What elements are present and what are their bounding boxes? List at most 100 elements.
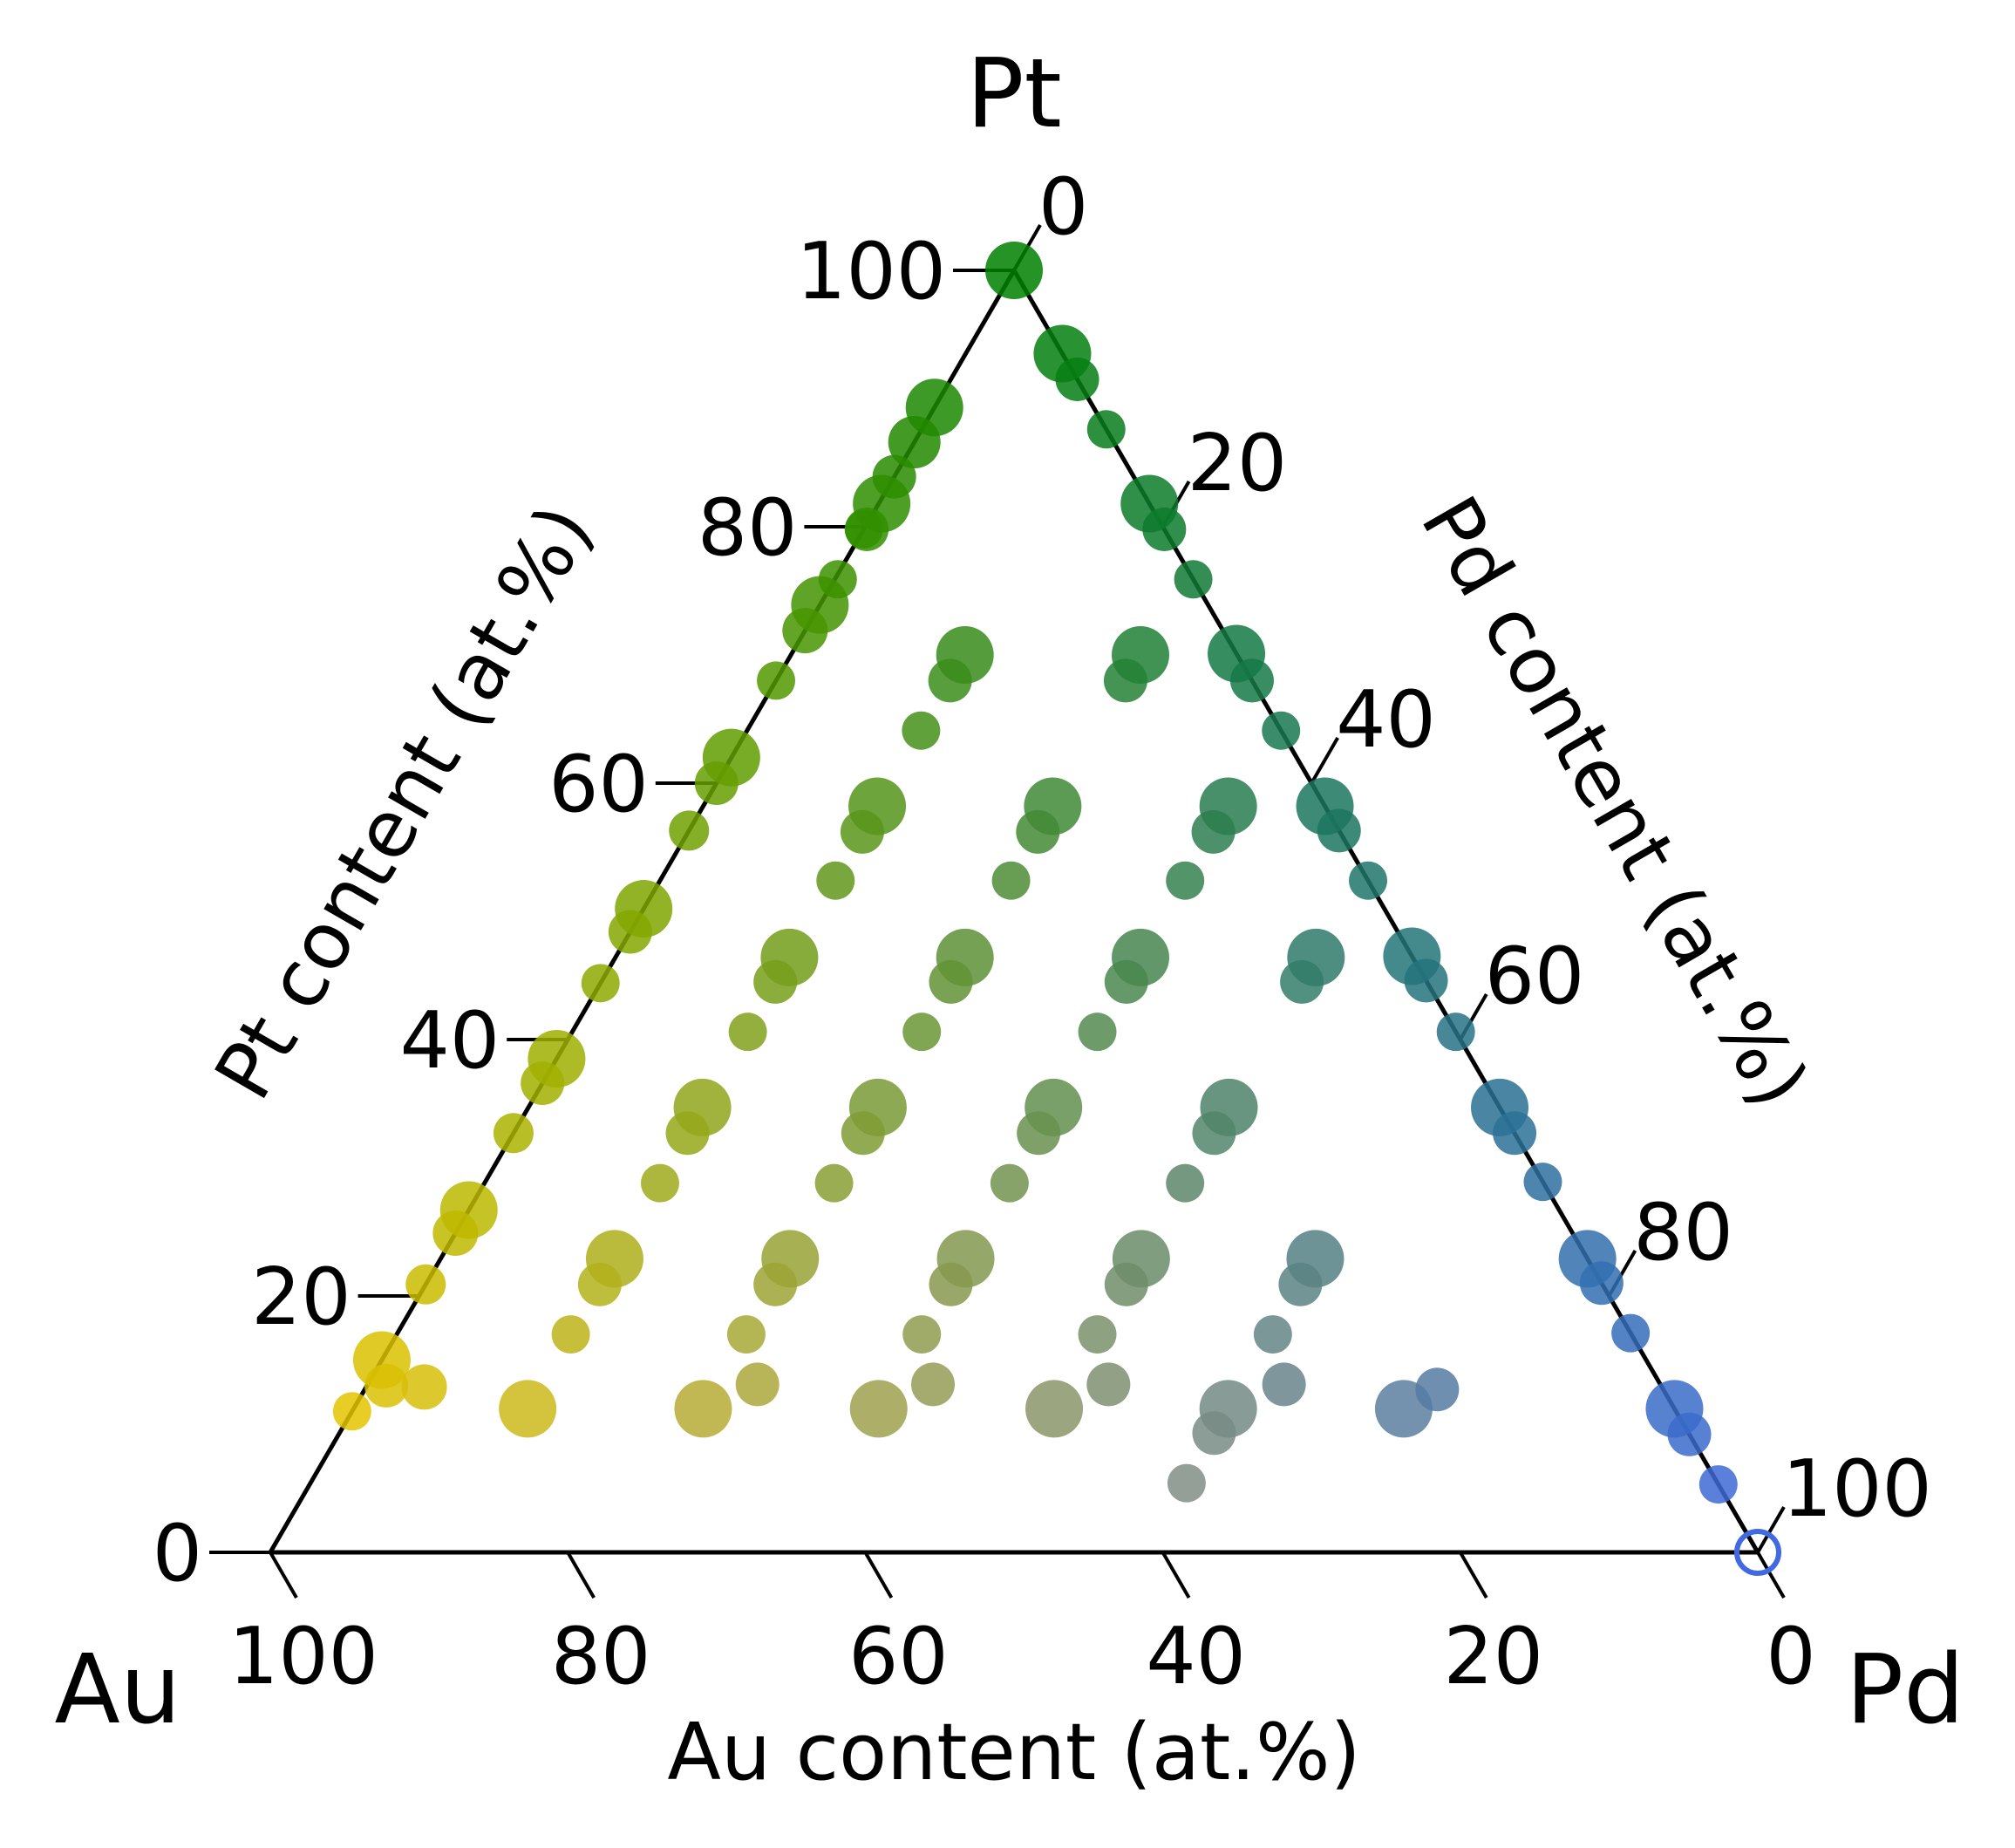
- data-point: [640, 1163, 679, 1203]
- data-points: [332, 242, 1781, 1576]
- data-point: [1167, 1463, 1206, 1503]
- bottom-axis-tick: [1459, 1551, 1488, 1599]
- right-axis-tick-label: 40: [1336, 674, 1436, 766]
- data-point: [665, 1111, 710, 1156]
- data-point: [1229, 658, 1274, 703]
- data-point: [577, 1262, 622, 1306]
- data-point: [1317, 808, 1361, 853]
- data-point: [694, 761, 739, 805]
- bottom-axis-tick-label: 60: [848, 1611, 949, 1702]
- right-axis-tick: [1310, 737, 1339, 784]
- data-point: [581, 964, 620, 1003]
- bottom-axis-tick-label: 20: [1444, 1611, 1544, 1702]
- data-point: [364, 1363, 409, 1408]
- data-point: [888, 415, 941, 468]
- left-axis-tick-label: 20: [251, 1251, 351, 1343]
- right-axis-tick-label: 80: [1633, 1187, 1733, 1279]
- data-point: [990, 1163, 1029, 1203]
- data-point: [1611, 1313, 1651, 1353]
- data-point: [1166, 1163, 1205, 1203]
- data-point: [1349, 861, 1388, 900]
- data-point: [1086, 410, 1126, 449]
- data-point: [1262, 1362, 1306, 1407]
- data-point: [757, 661, 796, 700]
- data-point: [1017, 1111, 1061, 1156]
- data-point: [1734, 1529, 1781, 1576]
- vertex-label-pt: Pt: [966, 38, 1061, 149]
- data-point: [521, 1060, 565, 1105]
- bottom-axis-title: Au content (at.%): [667, 1707, 1360, 1798]
- data-point: [753, 959, 798, 1004]
- data-point: [1493, 1111, 1537, 1156]
- bottom-axis-tick: [1161, 1551, 1191, 1599]
- data-point: [332, 1392, 371, 1431]
- data-point: [1055, 357, 1099, 401]
- data-point: [929, 1262, 973, 1306]
- data-point: [728, 1013, 767, 1052]
- vertex-label-au: Au: [55, 1633, 181, 1745]
- left-axis-tick-label: 100: [796, 226, 946, 317]
- data-point: [669, 810, 710, 851]
- data-point: [1078, 1013, 1117, 1052]
- data-point: [1103, 658, 1147, 703]
- vertex-label-pd: Pd: [1846, 1633, 1964, 1745]
- data-point: [840, 809, 884, 854]
- data-point: [814, 1163, 854, 1203]
- bottom-axis-tick-label: 40: [1146, 1611, 1246, 1702]
- data-point: [735, 1362, 779, 1407]
- right-axis-tick-label: 20: [1188, 418, 1288, 509]
- data-point: [1523, 1163, 1562, 1202]
- data-point: [1016, 809, 1060, 854]
- data-point: [1078, 1315, 1117, 1354]
- data-point: [1415, 1367, 1460, 1412]
- data-point: [902, 1013, 942, 1052]
- left-axis-tick-label: 80: [698, 482, 798, 574]
- data-point: [845, 507, 889, 551]
- data-point: [1667, 1412, 1712, 1456]
- data-point: [911, 1362, 956, 1407]
- data-point: [782, 608, 828, 654]
- data-point: [1104, 1262, 1148, 1306]
- data-point: [1192, 1411, 1236, 1456]
- data-point: [753, 1262, 798, 1306]
- data-point: [674, 1380, 732, 1438]
- bottom-axis-tick: [1756, 1551, 1786, 1599]
- data-point: [1191, 809, 1236, 854]
- bottom-axis-tick: [863, 1551, 894, 1599]
- data-point: [608, 910, 652, 954]
- data-point: [1166, 861, 1205, 900]
- data-point: [1280, 959, 1324, 1004]
- data-point: [902, 1315, 942, 1354]
- data-point: [1404, 958, 1448, 1003]
- left-axis-tick-label: 40: [400, 995, 500, 1087]
- bottom-axis-tick-label: 100: [228, 1611, 378, 1702]
- data-point: [1104, 959, 1148, 1004]
- data-point: [405, 1264, 446, 1305]
- data-point: [818, 560, 857, 599]
- data-point: [1262, 711, 1301, 750]
- left-axis-tick-label: 0: [153, 1508, 202, 1599]
- data-point: [499, 1380, 557, 1438]
- data-point: [841, 1111, 885, 1156]
- data-point: [551, 1315, 590, 1354]
- bottom-axis-tick: [269, 1551, 298, 1599]
- data-point: [1025, 1380, 1084, 1438]
- data-point: [726, 1315, 766, 1354]
- data-point: [493, 1113, 534, 1154]
- data-point: [401, 1364, 447, 1410]
- data-point: [1436, 1013, 1475, 1052]
- data-point: [1142, 507, 1187, 551]
- data-point: [1174, 560, 1213, 599]
- left-axis-tick-label: 60: [548, 739, 649, 830]
- data-point: [849, 1380, 908, 1438]
- right-axis-tick-label: 100: [1782, 1443, 1932, 1535]
- data-point: [928, 658, 972, 703]
- data-point: [1579, 1261, 1624, 1306]
- bottom-axis-tick: [566, 1551, 596, 1599]
- data-point: [902, 711, 941, 750]
- bottom-axis-tick-label: 80: [551, 1611, 651, 1702]
- data-point: [1278, 1262, 1323, 1306]
- right-axis-tick-label: 0: [1038, 161, 1088, 253]
- data-point: [991, 861, 1031, 900]
